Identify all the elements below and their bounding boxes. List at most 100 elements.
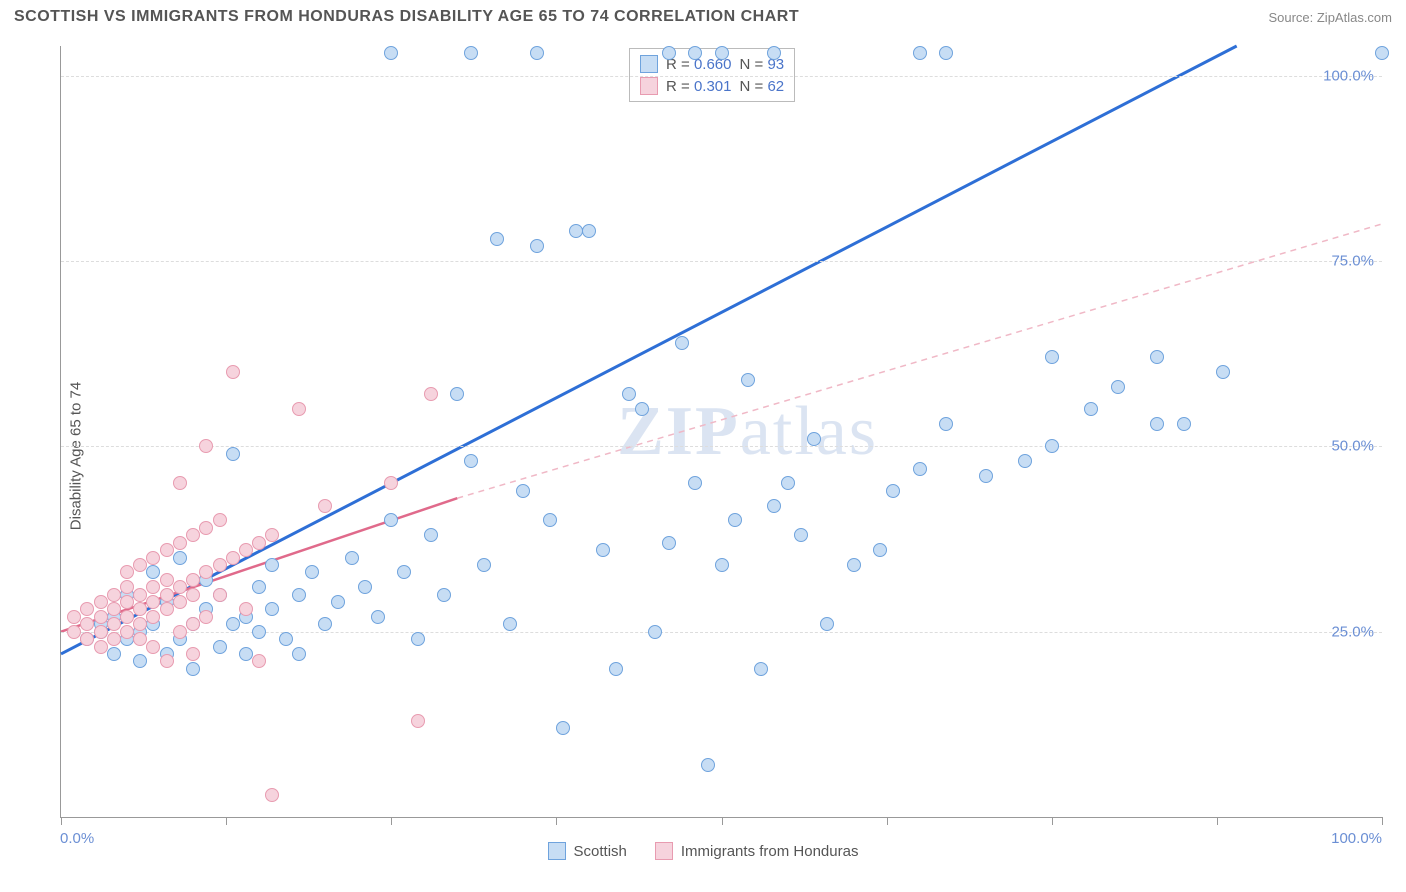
data-point (939, 46, 953, 60)
gridline (61, 261, 1382, 262)
legend-row-honduras: R = 0.301 N = 62 (640, 75, 784, 97)
swatch-scottish (640, 55, 658, 73)
data-point (450, 387, 464, 401)
data-point (516, 484, 530, 498)
data-point (913, 46, 927, 60)
data-point (979, 469, 993, 483)
data-point (622, 387, 636, 401)
data-point (635, 402, 649, 416)
source-attribution: Source: ZipAtlas.com (1268, 10, 1392, 25)
data-point (913, 462, 927, 476)
data-point (133, 558, 147, 572)
data-point (213, 588, 227, 602)
data-point (1045, 439, 1059, 453)
data-point (226, 551, 240, 565)
data-point (384, 476, 398, 490)
y-tick-label: 100.0% (1323, 67, 1374, 84)
x-tick (1382, 817, 1383, 825)
data-point (794, 528, 808, 542)
data-point (411, 714, 425, 728)
data-point (146, 580, 160, 594)
data-point (213, 513, 227, 527)
legend-item-scottish: Scottish (548, 842, 627, 860)
data-point (173, 476, 187, 490)
x-tick (61, 817, 62, 825)
data-point (609, 662, 623, 676)
data-point (648, 625, 662, 639)
data-point (252, 580, 266, 594)
data-point (424, 387, 438, 401)
data-point (715, 558, 729, 572)
data-point (1150, 350, 1164, 364)
data-point (820, 617, 834, 631)
data-point (741, 373, 755, 387)
data-point (675, 336, 689, 350)
plot-area: ZIPatlas R = 0.660 N = 93 R = 0.301 N = … (60, 46, 1382, 818)
data-point (1177, 417, 1191, 431)
data-point (596, 543, 610, 557)
data-point (265, 602, 279, 616)
data-point (133, 602, 147, 616)
data-point (556, 721, 570, 735)
data-point (120, 595, 134, 609)
data-point (94, 610, 108, 624)
data-point (886, 484, 900, 498)
data-point (292, 647, 306, 661)
data-point (67, 625, 81, 639)
data-point (239, 602, 253, 616)
data-point (146, 595, 160, 609)
data-point (688, 476, 702, 490)
data-point (94, 640, 108, 654)
data-point (252, 536, 266, 550)
trend-line (457, 224, 1382, 498)
x-tick (722, 817, 723, 825)
data-point (384, 46, 398, 60)
data-point (226, 617, 240, 631)
chart-container: Disability Age 65 to 74 ZIPatlas R = 0.6… (14, 34, 1392, 878)
data-point (199, 439, 213, 453)
data-point (173, 580, 187, 594)
chart-title: SCOTTISH VS IMMIGRANTS FROM HONDURAS DIS… (14, 8, 799, 26)
data-point (173, 536, 187, 550)
data-point (186, 647, 200, 661)
data-point (1045, 350, 1059, 364)
data-point (265, 528, 279, 542)
gridline (61, 446, 1382, 447)
data-point (67, 610, 81, 624)
data-point (107, 617, 121, 631)
data-point (107, 647, 121, 661)
data-point (186, 528, 200, 542)
data-point (265, 558, 279, 572)
data-point (226, 365, 240, 379)
data-point (186, 662, 200, 676)
data-point (199, 521, 213, 535)
data-point (1084, 402, 1098, 416)
data-point (133, 654, 147, 668)
data-point (728, 513, 742, 527)
data-point (186, 573, 200, 587)
x-tick (556, 817, 557, 825)
x-tick (1052, 817, 1053, 825)
data-point (279, 632, 293, 646)
x-tick (1217, 817, 1218, 825)
data-point (160, 654, 174, 668)
data-point (120, 610, 134, 624)
data-point (688, 46, 702, 60)
data-point (80, 617, 94, 631)
data-point (397, 565, 411, 579)
data-point (569, 224, 583, 238)
data-point (133, 588, 147, 602)
data-point (160, 573, 174, 587)
data-point (252, 625, 266, 639)
data-point (146, 610, 160, 624)
data-point (213, 558, 227, 572)
data-point (873, 543, 887, 557)
data-point (582, 224, 596, 238)
data-point (384, 513, 398, 527)
swatch-honduras (640, 77, 658, 95)
data-point (503, 617, 517, 631)
data-point (107, 588, 121, 602)
gridline (61, 76, 1382, 77)
data-point (318, 499, 332, 513)
data-point (662, 46, 676, 60)
